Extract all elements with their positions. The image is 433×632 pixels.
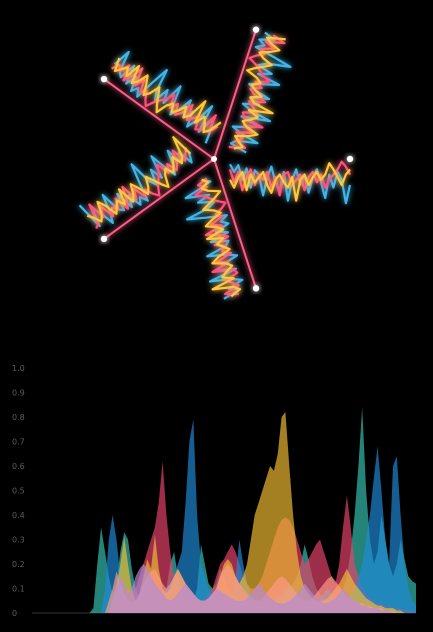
radial-series-line xyxy=(86,136,192,223)
radial-axis-arm xyxy=(103,78,215,160)
radial-center-point xyxy=(211,156,217,162)
area-series xyxy=(32,461,416,613)
radial-arm-end-point xyxy=(100,235,108,243)
radial-series-line xyxy=(113,57,222,134)
y-tick-label: 0.4 xyxy=(12,511,25,520)
y-tick-label: 0.6 xyxy=(12,462,25,471)
y-tick-label: 0.8 xyxy=(12,413,25,422)
radial-series-line xyxy=(194,177,240,296)
radial-arm-end-point xyxy=(252,285,260,292)
radial-axis-arm xyxy=(213,29,257,160)
radial-series-line xyxy=(229,162,351,202)
area-series xyxy=(32,419,416,613)
y-tick-label: 0.1 xyxy=(12,585,25,594)
y-tick-label: 0.9 xyxy=(12,389,25,398)
radial-series-line xyxy=(200,178,241,298)
area-series xyxy=(32,564,416,613)
radial-series-line xyxy=(111,63,219,134)
radial-series-line xyxy=(233,36,286,150)
radial-series-line xyxy=(229,163,352,205)
radial-series-line xyxy=(184,178,244,300)
y-tick-label: 0.7 xyxy=(12,438,25,447)
y-tick-label: 0.2 xyxy=(12,560,25,569)
y-tick-label: 0.3 xyxy=(12,536,25,545)
y-tick-label: 0.5 xyxy=(12,487,25,496)
area-chart: 0 0.1 0.2 0.3 0.4 0.5 0.6 0.7 0.8 0.9 1.0 xyxy=(12,364,416,618)
radial-axis-arm xyxy=(213,158,257,289)
y-tick-label: 0 xyxy=(12,609,17,618)
radial-arm-end-point xyxy=(346,155,354,163)
y-tick-label: 1.0 xyxy=(12,364,25,373)
radial-axis-arm xyxy=(103,158,215,240)
radial-arm-end-point xyxy=(100,75,108,83)
radial-series-line xyxy=(228,160,351,197)
radial-chart xyxy=(78,26,354,300)
area-series xyxy=(32,407,416,613)
area-series xyxy=(32,564,416,613)
radial-arm-end-point xyxy=(252,26,260,33)
radial-series-line xyxy=(230,31,292,154)
